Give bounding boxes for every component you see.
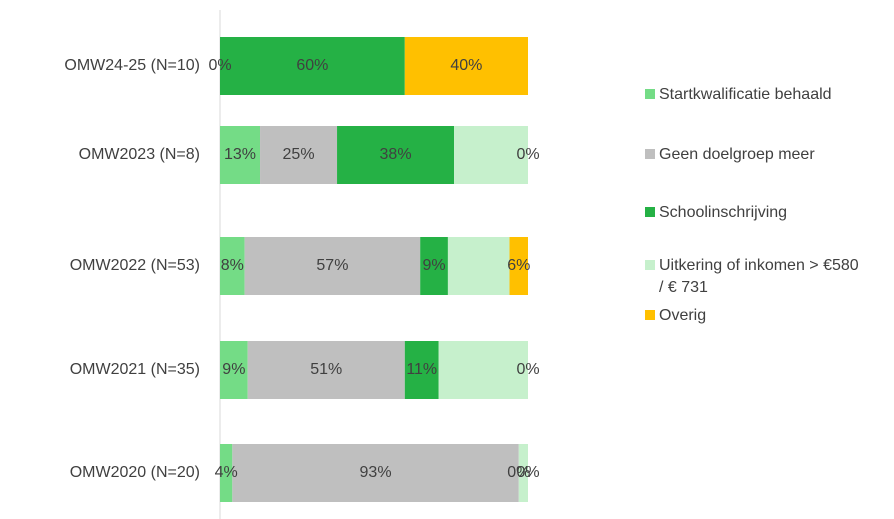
data-label: 93% <box>360 464 392 481</box>
bar-segment <box>220 444 233 502</box>
legend-label: Overig <box>659 307 707 324</box>
bar-segment <box>220 341 248 399</box>
bar-segment <box>232 444 519 502</box>
data-label: 0% <box>208 57 231 74</box>
y-tick-label: OMW2023 (N=8) <box>79 146 200 163</box>
bar-segment <box>438 341 528 399</box>
bar-segment <box>447 237 510 295</box>
data-label: 6% <box>507 257 530 274</box>
data-label: 51% <box>310 361 342 378</box>
legend-swatch <box>645 260 655 270</box>
y-tick-label: OMW2020 (N=20) <box>70 464 200 481</box>
legend-item: Schoolinschrijving <box>645 202 859 224</box>
y-tick-label: OMW24-25 (N=10) <box>64 57 200 74</box>
legend-swatch <box>645 89 655 99</box>
data-label: 11% <box>406 361 437 378</box>
bar-segment <box>260 126 338 184</box>
data-label: 57% <box>316 257 348 274</box>
legend-label: Geen doelgroep meer <box>659 146 815 163</box>
y-tick-label: OMW2022 (N=53) <box>70 257 200 274</box>
y-tick-label: OMW2021 (N=35) <box>70 361 200 378</box>
bar-segment <box>404 37 528 95</box>
data-label: 40% <box>450 57 482 74</box>
data-label: 38% <box>380 146 412 163</box>
legend-item: Overig <box>645 305 859 327</box>
legend-label: Uitkering of inkomen > €580 / € 731 <box>659 257 859 296</box>
bar-segment <box>220 37 405 95</box>
data-label: 13% <box>224 146 256 163</box>
data-label: 0% <box>516 464 539 481</box>
data-label: 60% <box>296 57 328 74</box>
data-label: 25% <box>283 146 315 163</box>
bar-segment <box>220 237 245 295</box>
legend-item: Startkwalificatie behaald <box>645 84 859 106</box>
bar-segment <box>220 126 261 184</box>
bar-segment <box>244 237 421 295</box>
data-label: 0% <box>516 361 539 378</box>
data-label: 8% <box>221 257 244 274</box>
legend: Startkwalificatie behaald Geen doelgroep … <box>645 84 859 327</box>
legend-item: Geen doelgroep meer <box>645 144 859 166</box>
legend-label: Schoolinschrijving <box>659 204 788 221</box>
data-label: 0% <box>516 146 539 163</box>
legend-item: Uitkering of inkomen > €580 / € 731 <box>645 255 859 299</box>
bar-segment <box>509 237 528 295</box>
legend-swatch <box>645 310 655 320</box>
bar-segment <box>454 126 528 184</box>
data-label: 0% <box>507 464 530 481</box>
legend-label: Startkwalificatie behaald <box>659 86 832 103</box>
bar-segment <box>337 126 455 184</box>
bar-segment <box>404 341 439 399</box>
data-label: 4% <box>215 464 238 481</box>
bar-segment <box>420 237 448 295</box>
data-label: 9% <box>222 361 245 378</box>
bar-segment <box>518 444 528 502</box>
legend-swatch <box>645 207 655 217</box>
bar-segment <box>247 341 405 399</box>
legend-swatch <box>645 149 655 159</box>
data-label: 9% <box>422 257 445 274</box>
